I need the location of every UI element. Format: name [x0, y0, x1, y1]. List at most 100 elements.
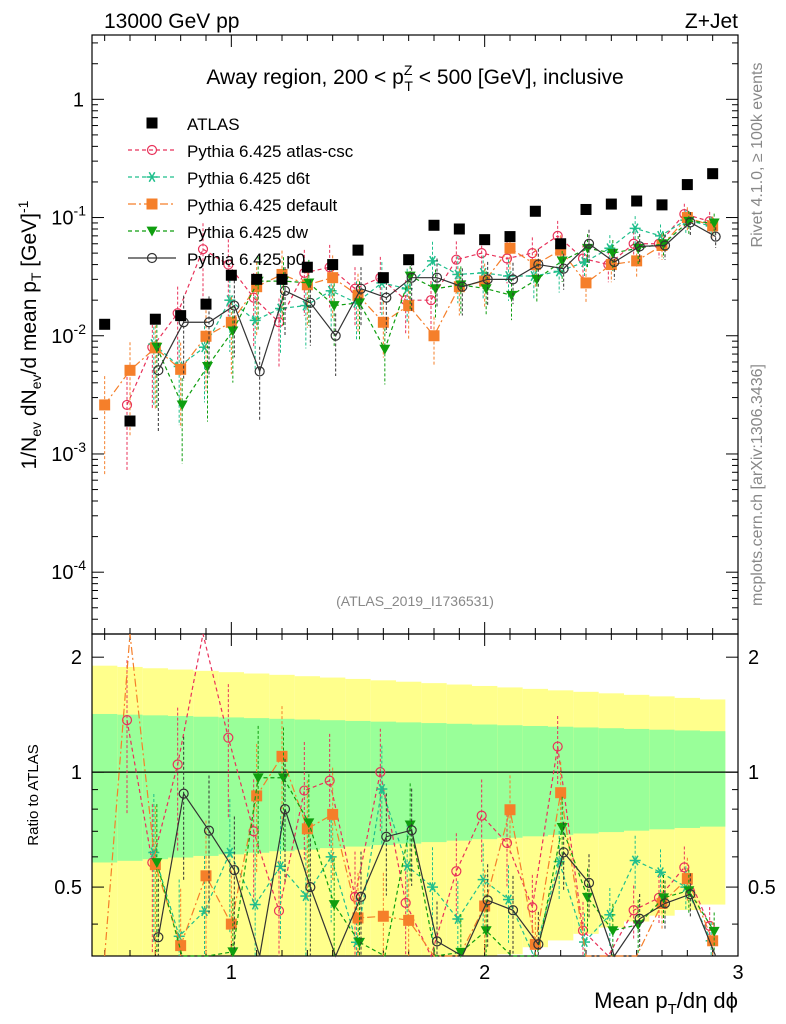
- band-1sigma: [117, 714, 143, 861]
- data-point: [683, 216, 695, 227]
- data-point: [504, 242, 516, 254]
- data-point: [121, 399, 133, 411]
- ratio-point: [707, 935, 719, 947]
- legend-item: Pythia 6.425 dw: [128, 223, 309, 242]
- star-stroke: [226, 295, 234, 306]
- ratio-point: [679, 862, 690, 873]
- series-line: [156, 220, 715, 407]
- ratio-point: [375, 767, 386, 778]
- data-point: [707, 220, 719, 232]
- star-stroke: [403, 860, 411, 872]
- data-point: [634, 241, 645, 252]
- band-1sigma: [522, 725, 548, 837]
- data-point: [631, 255, 643, 267]
- star-stroke: [606, 909, 614, 920]
- data-point: [175, 363, 187, 375]
- series-line: [157, 221, 716, 374]
- data-point: [501, 253, 513, 264]
- band-1sigma: [193, 716, 219, 856]
- data-point: [355, 283, 367, 294]
- y-tick-label: 10-3: [51, 439, 86, 466]
- ratio-point: [381, 831, 392, 842]
- ratio-point: [634, 913, 645, 924]
- data-point: [354, 298, 365, 309]
- data-point: [533, 259, 544, 270]
- legend-label: Pythia 6.425 d6t: [187, 169, 310, 188]
- side-mcplots: mcplots.cern.ch [arXiv:1306.3436]: [749, 364, 766, 606]
- ratio-series-1: [121, 633, 715, 958]
- data-point: [609, 256, 620, 268]
- ratio-point: [629, 855, 641, 866]
- data-point: [377, 316, 389, 328]
- ratio-point: [504, 804, 516, 816]
- data-point: [124, 364, 136, 376]
- data-point: [403, 254, 415, 266]
- data-point: [708, 218, 720, 229]
- ratio-point: [223, 732, 234, 743]
- ratio-point: [558, 847, 569, 858]
- band-1sigma: [624, 728, 650, 831]
- data-point: [479, 275, 491, 287]
- ratio-point: [704, 920, 715, 931]
- data-point: [556, 256, 568, 267]
- series-pythia-6-425-dw: [151, 210, 720, 464]
- star-stroke: [631, 223, 639, 234]
- ratio-point: [355, 891, 367, 902]
- data-point: [327, 259, 339, 271]
- x-tick-label: 1: [226, 962, 237, 984]
- ratio-tick-label: 0.5: [748, 877, 776, 899]
- ratio-series-3: [104, 633, 719, 957]
- ratio-point: [552, 741, 563, 752]
- star-stroke: [454, 913, 462, 925]
- ratio-point: [452, 913, 464, 925]
- ratio-point: [354, 937, 365, 948]
- star-stroke: [403, 283, 411, 294]
- data-point: [482, 274, 493, 285]
- star-stroke: [148, 171, 156, 183]
- ratio-point: [151, 858, 163, 869]
- data-point: [303, 278, 315, 289]
- legend-marker: [146, 252, 158, 264]
- band-1sigma: [92, 713, 118, 863]
- y-tick-label: 1: [73, 89, 84, 111]
- ratio-tick-label: 0.5: [54, 877, 82, 899]
- star-stroke: [581, 256, 588, 268]
- ratio-point: [175, 940, 187, 952]
- analysis-id: (ATLAS_2019_I1736531): [336, 593, 494, 609]
- ratio-point: [685, 889, 696, 900]
- ratio-point: [172, 759, 183, 770]
- ratio-point: [658, 893, 669, 904]
- legend-item: Pythia 6.425 default: [128, 196, 338, 215]
- data-point: [403, 300, 415, 312]
- data-point: [377, 272, 389, 284]
- star-stroke: [606, 243, 614, 254]
- data-point: [200, 330, 212, 342]
- data-point: [149, 313, 161, 325]
- data-point: [451, 254, 462, 265]
- data-point: [555, 244, 567, 256]
- ratio-point: [178, 788, 189, 799]
- data-point: [327, 272, 339, 284]
- ratio-line: [153, 788, 712, 958]
- legend-label: Pythia 6.425 p0: [187, 250, 305, 269]
- data-point: [431, 272, 443, 283]
- star-stroke: [150, 847, 158, 858]
- ratio-tick-label: 1: [71, 762, 82, 784]
- data-point: [629, 223, 641, 234]
- star-stroke: [429, 881, 436, 893]
- ratio-point: [251, 790, 263, 802]
- data-point: [381, 292, 392, 303]
- side-rivet: Rivet 4.1.0, ≥ 100k events: [749, 63, 766, 248]
- legend-item: Pythia 6.425 p0: [128, 250, 305, 269]
- ratio-point: [203, 825, 215, 836]
- ratio-point: [403, 914, 415, 926]
- y-tick-label: 10-4: [51, 557, 86, 584]
- data-point: [631, 195, 643, 207]
- data-point: [276, 273, 288, 285]
- ratio-point: [328, 900, 340, 911]
- series-line: [126, 213, 710, 406]
- data-point: [607, 248, 619, 259]
- ratio-point: [529, 938, 541, 950]
- ratio-point: [607, 926, 619, 937]
